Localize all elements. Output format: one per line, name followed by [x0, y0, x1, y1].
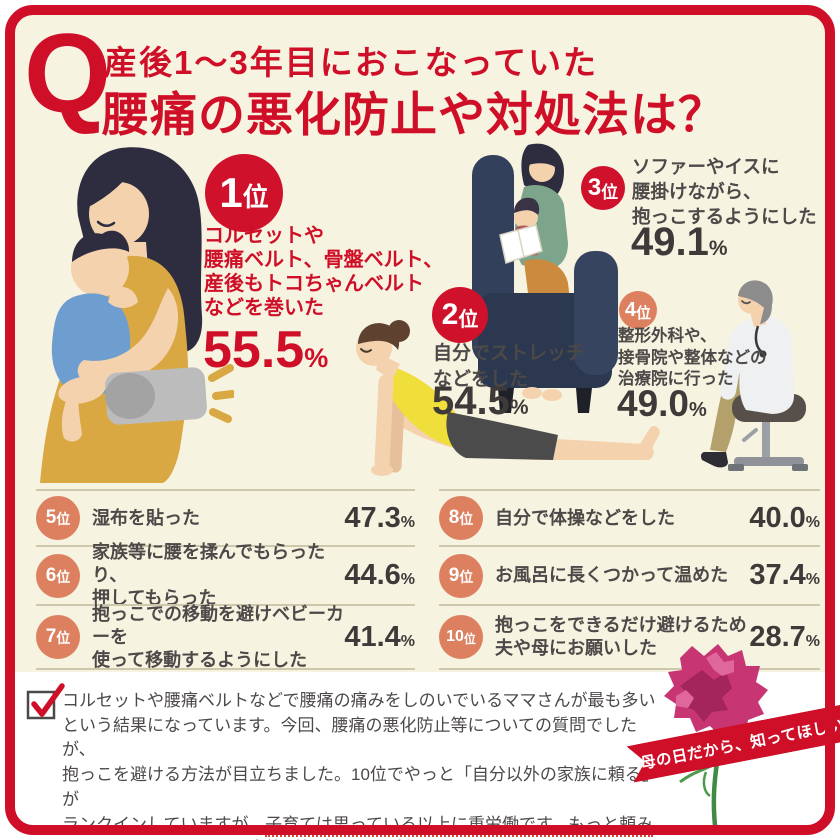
rank-9-value: 37.4% — [749, 559, 820, 591]
rank-2-description: 自分でストレッチ などをした — [433, 343, 586, 390]
rank-10-badge: 10 位 — [439, 615, 483, 659]
rank-7-value: 41.4% — [344, 620, 415, 653]
rank-3-description: ソファーやイスに 腰掛けながら、 抱っこするようにした — [632, 156, 817, 227]
checkmark-icon — [26, 683, 65, 720]
rank-8-value: 40.0% — [749, 501, 820, 534]
summary-line: 抱っこを避ける方法が目立ちました。10位でやっと「自分以外の家族に頼る」が — [62, 765, 659, 809]
rank-3-value: 49.1% — [631, 220, 728, 264]
rank-6-value: 44.6% — [344, 559, 415, 591]
stretching-woman-illustration — [356, 320, 660, 476]
rank-5-value: 47.3% — [344, 501, 415, 534]
mother-baby-illustration — [40, 147, 234, 483]
title-line-1: 産後1〜3年目におこなっていた — [104, 44, 599, 81]
carnation-illustration — [664, 644, 768, 835]
rank-6-label: 家族等に腰を揉んでもらったり、 押してもらった — [92, 542, 326, 608]
page-title: 腰痛の悪化防止や対処法は？ — [102, 88, 726, 141]
rank-5-label: 湿布を貼った — [92, 507, 200, 528]
summary-paragraph: コルセットや腰痛ベルトなどで腰痛の痛みをしのいでいるママさんが最も多い という結… — [62, 689, 662, 840]
summary-line: コルセットや腰痛ベルトなどで腰痛の痛みをしのいでいるママさんが最も多い — [62, 691, 656, 710]
question-q-mark: Q — [24, 11, 112, 136]
rank-9-label: お風呂に長くつかって温めた — [495, 565, 729, 585]
summary-line: ランクインしていますが、子育ては思っている以上に重労働です。もっと頼み — [62, 813, 662, 838]
rank-1-value: 55.5% — [203, 321, 329, 379]
rank-2-value: 54.5% — [432, 379, 529, 423]
rank-7-label: 抱っこでの移動を避けベビーカーを 使って移動するようにした — [92, 603, 344, 670]
rank-4-description: 整形外科や、 接骨院や整体などの 治療院に行った — [618, 327, 767, 388]
rank-8-label: 自分で体操などをした — [495, 507, 675, 528]
summary-line: という結果になっています。今回、腰痛の悪化防止等についての質問でしたが、 — [62, 715, 637, 760]
rank-4-value: 49.0% — [617, 383, 707, 424]
table-row-rank-10: 10 位 抱っこをできるだけ避けるため 夫や母にお願いした 28.7% — [439, 604, 820, 670]
rank-10-value: 28.7% — [749, 620, 820, 653]
rank-1-description: コルセットや 腰痛ベルト、骨盤ベルト、 産後もトコちゃんベルト などを巻いた — [204, 225, 444, 319]
doctor-on-stool-illustration — [700, 280, 808, 471]
rank-10-label: 抱っこをできるだけ避けるため 夫や母にお願いした — [495, 615, 747, 658]
